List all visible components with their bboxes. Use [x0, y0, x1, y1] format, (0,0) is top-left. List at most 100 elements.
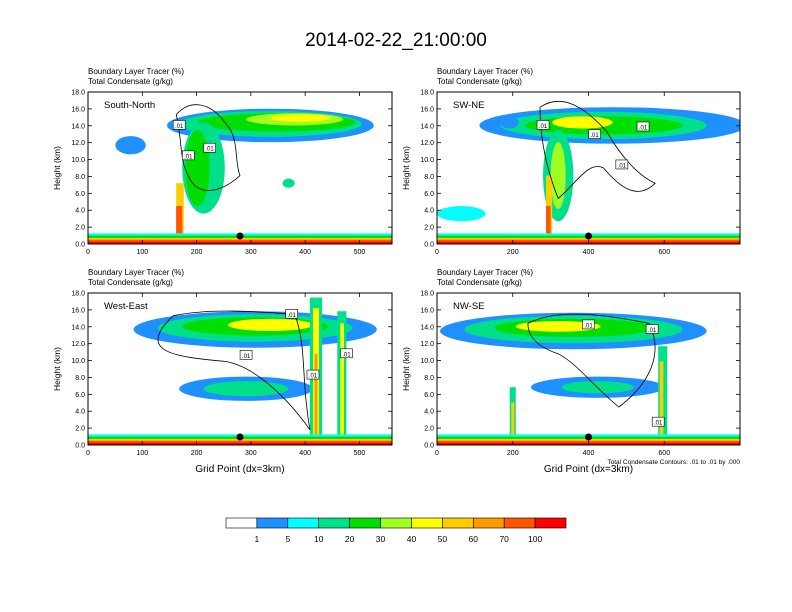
boundary-layer-band: [88, 442, 392, 445]
x-tick-label: 400: [583, 450, 595, 457]
y-axis-label: Height (km): [401, 347, 411, 391]
figure-title: 2014-02-22_21:00:00: [305, 30, 487, 51]
y-tick-label: 18.0: [420, 90, 434, 97]
contour-label-box: [172, 120, 186, 130]
x-tick-label: 400: [299, 249, 311, 256]
y-tick-label: 12.0: [420, 140, 434, 147]
colorbar-swatch: [503, 517, 536, 529]
y-tick-label: 16.0: [71, 106, 85, 113]
contour-label-box: [651, 416, 665, 427]
y-tick-label: 12.0: [71, 341, 85, 348]
panel-label: South-North: [104, 100, 155, 111]
y-axis-label: Height (km): [52, 347, 62, 391]
y-tick-label: 6.0: [75, 392, 85, 399]
colorbar-label: 10: [314, 534, 324, 544]
contour-label: .01: [590, 133, 599, 139]
y-tick-label: 8.0: [75, 174, 85, 181]
tracer-field-shape: [270, 114, 332, 122]
colorbar-label: 1: [255, 534, 260, 544]
colorbar-swatch: [349, 517, 381, 529]
condensate-contour: [157, 310, 311, 431]
panel-label: SW-NE: [453, 100, 485, 111]
contour-label: .01: [648, 328, 657, 334]
y-tick-label: 18.0: [71, 90, 85, 97]
colorbar-label: 70: [499, 534, 509, 544]
tracer-field-shape: [552, 116, 613, 129]
tracer-column-shape: [314, 353, 318, 445]
x-tick-label: 200: [507, 450, 519, 457]
colorbar-label: 60: [469, 534, 479, 544]
panel-label: NW-SE: [453, 301, 485, 312]
contour-label-box: [203, 142, 216, 153]
tracer-column-shape: [546, 206, 551, 244]
tracer-field-shape: [282, 178, 295, 188]
field-area: .01 .01 .01: [88, 92, 392, 244]
contour-label: .01: [654, 421, 663, 427]
colorbar-swatch: [287, 517, 320, 529]
y-tick-label: 8.0: [75, 375, 85, 382]
contour-label: .01: [342, 352, 351, 358]
tracer-field-shape: [515, 321, 601, 332]
chart-panel-3: .01 .01 .01 .01 0.0 2.0 4.0 6.0 8.0 10.0 12.0 14.0 1…: [52, 268, 393, 475]
y-tick-label: 14.0: [71, 324, 85, 331]
contour-label-box: [340, 348, 353, 359]
center-marker: [585, 433, 592, 441]
x-tick-label: 0: [86, 450, 90, 457]
contour-label-box: [645, 324, 659, 334]
plot-frame: [87, 91, 393, 245]
contour-label-box: [588, 129, 601, 139]
panel-header-line: Boundary Layer Tracer (%): [88, 268, 184, 277]
contour-footnote: Total Condensate Contours: .01 to .01 by…: [607, 459, 740, 466]
x-tick-label: 200: [507, 249, 519, 256]
panel-header-line: Total Condensate (g/kg): [437, 77, 522, 86]
plot-frame: [87, 292, 393, 446]
contour-label-box: [182, 150, 195, 161]
x-tick-label: 500: [354, 249, 366, 256]
chart-panel-1: .01 .01 .01 0.0 2.0 4.0 6.0 8.0 10.0 12.0 14.0 16.0…: [52, 67, 393, 256]
contour-label-box: [582, 319, 595, 330]
y-tick-label: 2.0: [424, 426, 434, 433]
colorbar-swatch: [442, 517, 474, 529]
tracer-field-shape: [437, 206, 486, 222]
tracer-field-shape: [203, 381, 289, 397]
contour-label: .01: [184, 154, 193, 160]
colorbar-swatch: [380, 517, 412, 529]
x-tick-label: 200: [191, 450, 203, 457]
panel-header-line: Total Condensate (g/kg): [88, 77, 173, 86]
y-axis-label: Height (km): [52, 146, 62, 190]
contour-label-box: [636, 121, 650, 132]
contour-label-box: [536, 120, 550, 130]
colorbar-label: 50: [438, 534, 448, 544]
chart-panel-4: .01 .01 .01 0.0 2.0 4.0 6.0 8.0 10.0 12.0 14.0 16.0…: [401, 268, 741, 475]
x-tick-label: 0: [86, 249, 90, 256]
colorbar-swatch: [318, 517, 350, 529]
tracer-field-shape: [185, 130, 210, 206]
x-tick-label: 100: [136, 450, 148, 457]
contour-label: .01: [639, 125, 648, 131]
y-tick-label: 8.0: [424, 174, 434, 181]
contour-label: .01: [584, 323, 593, 329]
y-tick-label: 14.0: [71, 123, 85, 130]
y-tick-label: 16.0: [71, 307, 85, 314]
tracer-field-shape: [550, 142, 566, 210]
x-tick-label: 500: [354, 450, 366, 457]
contour-label: .01: [539, 124, 548, 130]
tracer-column-shape: [511, 402, 515, 445]
y-tick-label: 18.0: [420, 291, 434, 298]
boundary-layer-band: [88, 241, 392, 244]
center-marker: [236, 232, 244, 240]
condensate-contour: [539, 100, 656, 200]
x-tick-label: 300: [245, 249, 257, 256]
center-marker: [585, 232, 592, 240]
center-marker: [236, 433, 244, 441]
x-tick-label: 400: [299, 450, 311, 457]
panel-header-line: Boundary Layer Tracer (%): [437, 67, 533, 76]
colorbar-swatch: [472, 517, 505, 529]
colorbar-label: 100: [528, 534, 542, 544]
contour-label: .01: [242, 354, 251, 360]
tracer-field-shape: [500, 116, 519, 129]
colorbar-swatch: [534, 517, 567, 529]
tracer-column-shape: [176, 206, 183, 244]
tracer-field-shape: [227, 318, 313, 332]
y-axis-label: Height (km): [401, 146, 411, 190]
